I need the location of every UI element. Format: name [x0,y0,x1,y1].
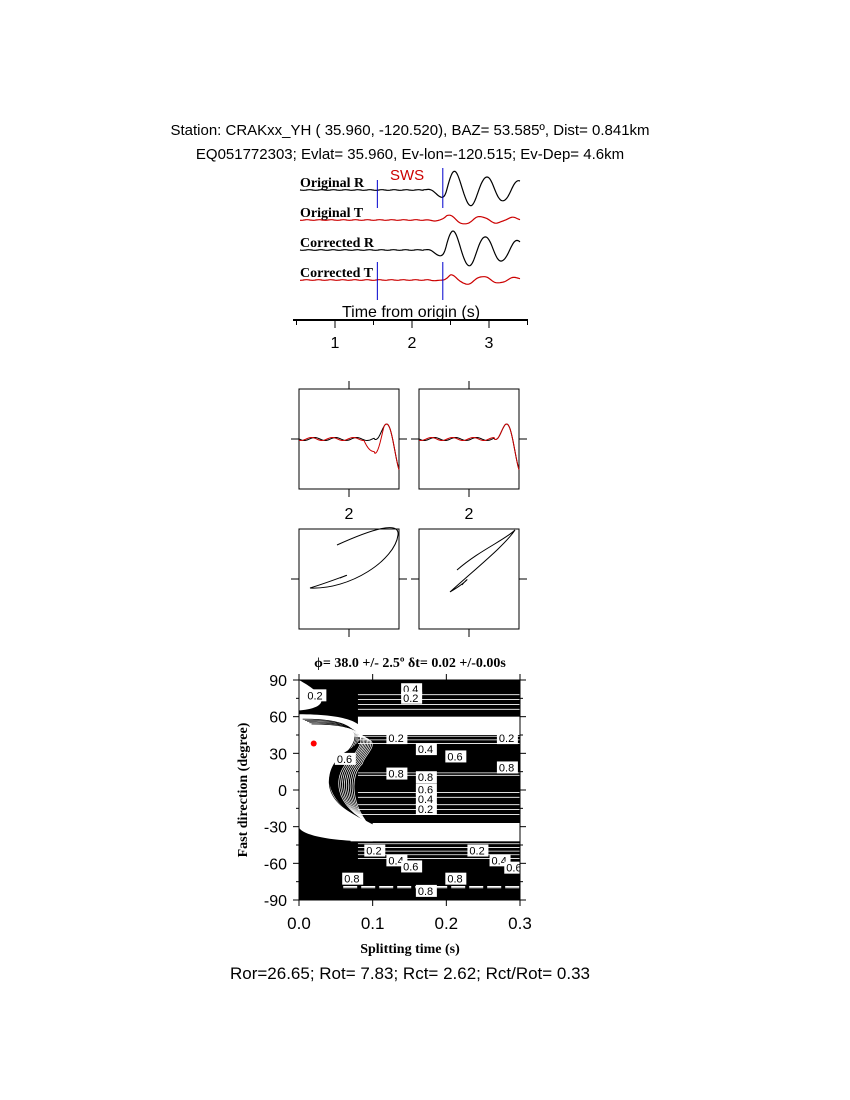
contour-label-box [496,732,518,745]
contour-label: 0.6 [506,863,521,875]
time-tick-1: 1 [331,335,340,352]
trace-label-corrected-t: Corrected T [300,266,374,281]
contour-label: 0.4 [492,855,507,867]
contour-label: 0.8 [388,769,403,781]
contour-label: 0.2 [499,733,514,745]
x-tick-label: 0.0 [287,914,311,933]
contour-label-box [386,767,408,780]
y-tick-label: -60 [264,856,287,873]
contour-label-box [334,752,356,765]
contour-line [329,733,373,830]
contour-low-region [299,714,373,842]
contour-label-box [342,872,364,885]
contour-label: 0.2 [307,690,322,702]
particle-box-left [298,528,400,630]
contour-label-box [415,743,437,756]
time-tick-3: 3 [485,335,494,352]
contour-label-box [445,750,467,763]
comparison-trace [298,423,400,470]
contour-label: 0.6 [403,861,418,873]
contour-label-box [415,803,437,815]
comparison-trace [418,423,520,470]
contour-label: 0.8 [418,772,433,784]
contour-label-box [415,783,437,796]
contour-line [331,734,373,830]
contour-label-box [415,771,437,784]
trace-label-corrected-r: Corrected R [300,236,375,251]
y-tick-label: 30 [269,746,287,763]
x-tick-label: 0.2 [435,914,459,933]
time-axis-label: Time from origin (s) [342,304,480,321]
time-tick-2: 2 [408,335,417,352]
contour-label: 0.6 [447,751,462,763]
contour-label-box [445,872,467,885]
contour-label-box [364,844,386,857]
trace-original-t [300,214,521,225]
best-fit-point [310,740,317,747]
contour-line [324,730,373,829]
station-header: Station: CRAKxx_YH ( 35.960, -120.520), … [170,122,649,139]
contour-label: 0.2 [469,846,484,858]
contour-label-box [504,861,520,874]
comparison-tick-right: 2 [465,506,474,523]
event-header: EQ051772303; Evlat= 35.960, Ev-lon=-120.… [196,146,624,163]
contour-label: 0.4 [418,744,433,756]
contour-label: 0.4 [388,855,403,867]
contour-label-box [401,691,423,704]
contour-label: 0.8 [344,874,359,886]
contour-label-box [305,689,327,702]
y-tick-label: 90 [269,673,287,690]
ratio-summary: Ror=26.65; Rot= 7.83; Rct= 2.62; Rct/Rot… [230,964,590,983]
contour-label-box [415,884,437,897]
contour-label: 0.2 [418,804,433,816]
y-tick-label: -30 [264,820,287,837]
contour-label: 0.2 [403,693,418,705]
contour-label-box [496,761,518,774]
contour-label: 0.8 [418,886,433,898]
particle-box-right [418,528,520,630]
particle-motion-path [449,529,516,593]
comparison-trace [418,423,520,470]
trace-original-r [299,170,521,207]
contour-low-band [357,716,520,735]
contour-label-box [415,793,437,806]
contour-low-band [350,823,520,842]
contour-ylabel: Fast direction (degree) [236,722,251,857]
trace-label-original-t: Original T [300,206,364,221]
contour-label-box [401,860,423,873]
contour-label: 0.8 [447,874,462,886]
waveform-panel: Original R Original T Corrected R Correc… [293,167,528,352]
contour-label-box [467,844,489,857]
trace-label-original-r: Original R [300,176,365,191]
trace-corrected-r [299,230,521,267]
x-tick-label: 0.1 [361,914,385,933]
trace-corrected-t [300,274,521,285]
contour-xlabel: Splitting time (s) [360,942,460,957]
y-tick-label: -90 [264,893,287,910]
contour-label: 0.2 [366,846,381,858]
contour-label-box [386,732,408,745]
x-tick-label: 0.3 [508,914,532,933]
contour-title: ϕ= 38.0 +/- 2.5º δt= 0.02 +/-0.00s [314,656,506,671]
contour-label: 0.6 [337,754,352,766]
contour-line [322,729,373,828]
particle-motion-panel [291,527,527,637]
particle-motion-path [309,527,399,589]
y-tick-label: 0 [278,783,287,800]
sws-window-label: SWS [390,167,424,184]
contour-field: 0.20.40.20.20.40.60.20.60.8 0.80.80.60.40… [299,680,521,900]
contour-label: 0.2 [388,733,403,745]
contour-label: 0.8 [499,762,514,774]
comparison-trace [298,423,400,470]
contour-panel: ϕ= 38.0 +/- 2.5º δt= 0.02 +/-0.00s 0.2 0.… [236,656,532,957]
y-tick-label: 60 [269,710,287,727]
comparison-tick-left: 2 [345,506,354,523]
waveform-comparison-panel: 2 2 [291,381,527,523]
